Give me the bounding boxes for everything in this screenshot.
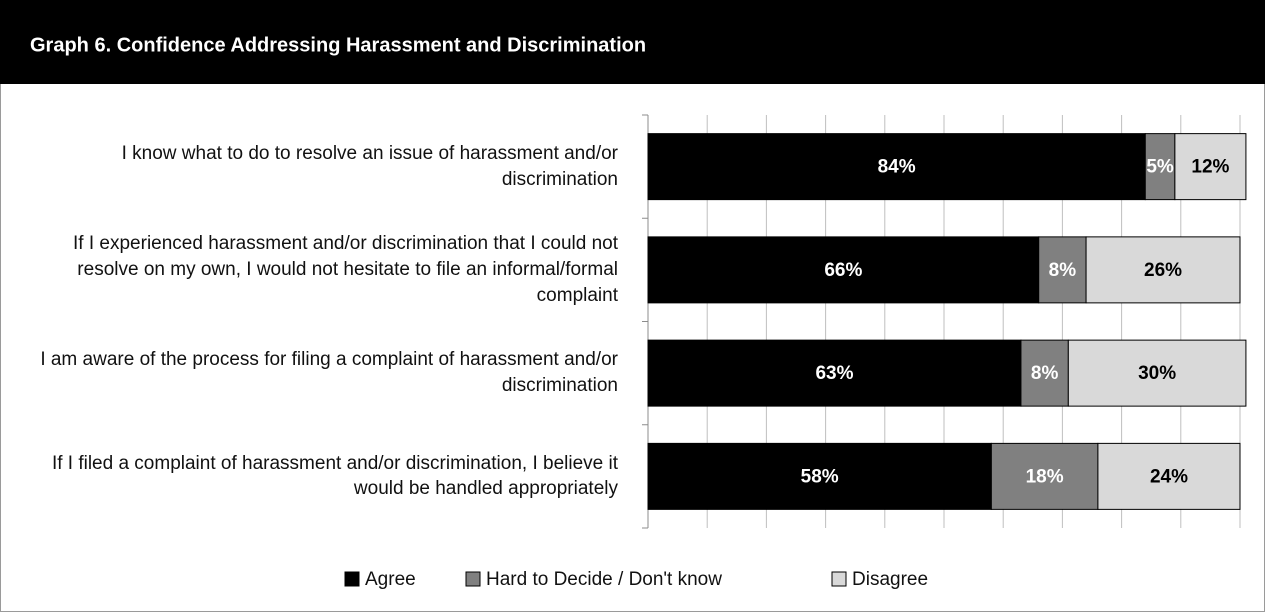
value-label: 18% (1026, 466, 1064, 487)
bar-segment (1085, 236, 1241, 304)
value-label: 66% (824, 260, 862, 281)
value-label: 8% (1049, 260, 1077, 281)
category-label: I know what to do to resolve an issue of… (121, 142, 618, 190)
bar-segment (1067, 339, 1247, 407)
value-label: 8% (1031, 363, 1059, 384)
value-label: 63% (815, 363, 853, 384)
bar-segment (647, 133, 1146, 201)
legend-swatch (831, 571, 847, 587)
bar-segment (990, 442, 1099, 510)
value-label: 58% (801, 466, 839, 487)
category-label: If I experienced harassment and/or discr… (73, 233, 618, 306)
category-label: If I filed a complaint of harassment and… (51, 452, 618, 500)
value-label: 26% (1144, 260, 1182, 281)
value-label: 30% (1138, 363, 1176, 384)
legend-label: Disagree (852, 569, 928, 590)
bar-segment (1020, 339, 1069, 407)
value-label: 24% (1150, 466, 1188, 487)
bar-segment (647, 339, 1022, 407)
legend-label: Agree (365, 569, 416, 590)
bar-segment (1038, 236, 1087, 304)
value-label: 84% (878, 157, 916, 178)
bar-segment (1174, 133, 1247, 201)
category-label: I am aware of the process for filing a c… (40, 349, 618, 397)
header-bar (0, 0, 1265, 84)
chart-title: Graph 6. Confidence Addressing Harassmen… (30, 34, 646, 56)
bar-segment (1144, 133, 1176, 201)
legend-label: Hard to Decide / Don't know (486, 569, 722, 590)
bar-segment (647, 236, 1040, 304)
legend-swatch (344, 571, 360, 587)
value-label: 5% (1146, 157, 1174, 178)
bar-segment (1097, 442, 1241, 510)
value-label: 12% (1191, 157, 1229, 178)
legend-swatch (465, 571, 481, 587)
